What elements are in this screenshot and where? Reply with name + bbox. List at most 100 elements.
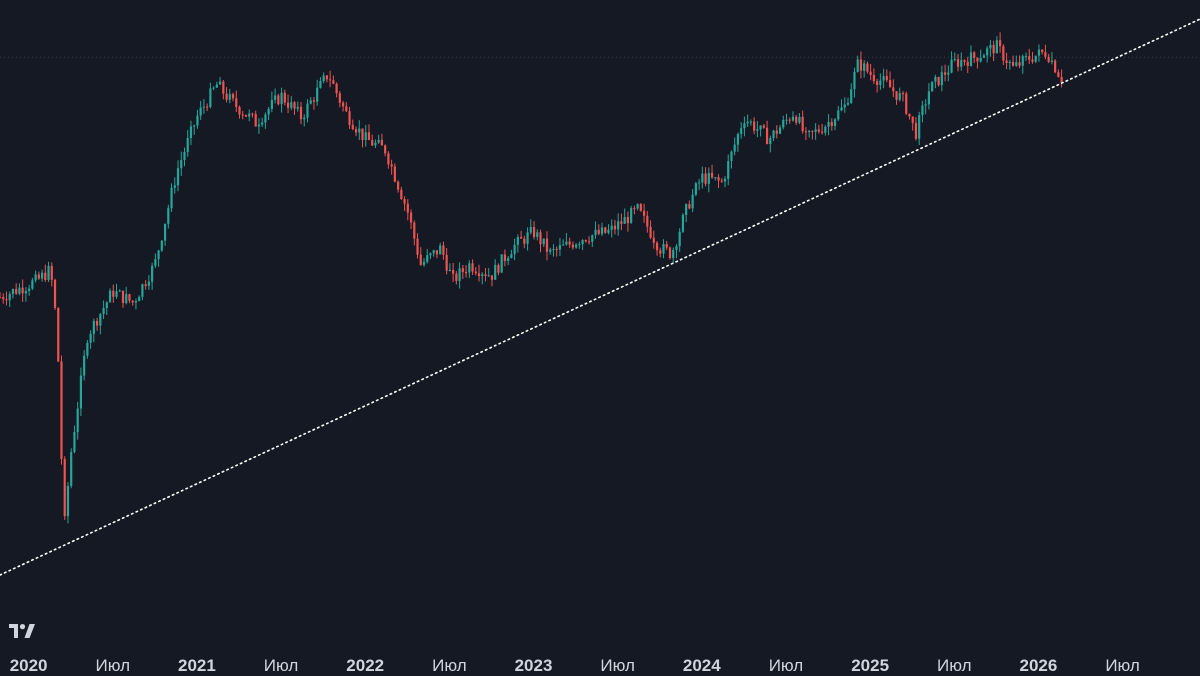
candle-5 [15,283,18,296]
candle-body [406,203,409,213]
candle-238 [769,135,772,153]
candle-body [846,102,850,105]
candle-body [251,113,254,115]
candle-271 [876,78,879,93]
candle-body [652,237,655,243]
candle-body [578,244,581,246]
candle-body [503,254,507,261]
candle-267 [863,60,866,78]
tradingview-logo[interactable] [9,624,35,638]
candle-235 [759,125,762,137]
chart-plot-area[interactable] [0,0,1200,650]
candle-body [128,294,131,301]
candle-body [1028,56,1031,60]
candle-291 [940,65,943,92]
candle-126 [406,199,409,221]
time-axis-tick-label: 2025 [851,656,890,675]
candle-body [888,80,892,88]
candle-68 [218,77,222,85]
candle-body [943,72,947,75]
candle-body [0,297,2,299]
candle-67 [215,81,218,88]
candle-36 [115,283,118,299]
candle-body [1024,56,1028,58]
candle-148 [477,264,481,282]
candle-body [672,249,675,259]
candle-body [753,121,756,131]
candle-body [986,48,989,56]
candle-101 [325,74,328,83]
candle-97 [312,97,316,110]
candle-93 [299,102,303,125]
candle-body [617,221,620,230]
candle-12 [37,271,40,280]
candle-181 [584,239,587,243]
candle-122 [393,163,396,183]
candle-body [147,281,150,286]
candle-309 [999,32,1002,53]
candle-66 [212,86,215,91]
candle-108 [348,106,351,129]
candle-body [694,183,697,195]
candle-body [937,76,940,86]
candle-25 [79,367,83,417]
candle-19 [60,355,63,465]
candle-81 [261,117,264,128]
candle-127 [409,209,413,230]
candle-body [698,182,701,184]
candle-body [138,296,141,302]
candle-288 [931,81,934,92]
candle-body [542,238,545,245]
candle-body [827,121,830,127]
candle-129 [416,233,419,259]
candle-239 [772,129,775,141]
candle-256 [827,114,830,136]
candle-body [607,229,610,233]
candle-210 [678,228,681,252]
time-axis-tick-label: Июл [432,656,467,675]
candle-297 [960,52,963,71]
time-axis[interactable]: 2020 Июл 2021 Июл 2022 Июл 2023 Июл 2024 Июл 2025 И… [0,650,1200,675]
candle-15 [47,261,50,283]
candle-body [57,307,60,362]
candle-237 [765,120,769,145]
candle-body [319,81,322,88]
candle-306 [989,40,992,57]
candle-230 [743,116,746,137]
candle-268 [866,61,869,74]
candle-124 [400,186,403,200]
candle-body [866,63,869,72]
candle-157 [507,255,510,266]
candle-141 [455,271,458,285]
candle-body [1034,55,1037,62]
candle-body [231,94,235,99]
candle-body [280,92,283,105]
candle-13 [40,269,44,282]
candle-body [510,254,513,259]
candle-61 [196,109,199,129]
candle-222 [717,174,720,189]
candle-281 [908,113,911,120]
candle-240 [775,125,778,139]
candle-112 [361,128,364,148]
candle-body [704,173,707,184]
candle-body [86,342,89,356]
candle-body [1037,49,1041,56]
candle-174 [562,239,565,246]
candle-270 [872,68,875,85]
candle-body [691,194,694,209]
candle-73 [235,90,238,112]
candle-91 [293,101,296,115]
candle-body [15,289,18,294]
candle-body [516,236,519,245]
support-trendline[interactable] [0,18,1200,576]
candle-body [876,81,879,85]
candle-132 [426,249,429,264]
candle-302 [976,57,979,69]
candle-body [649,226,652,238]
candle-119 [384,144,387,157]
candle-body [740,128,743,135]
candle-body [144,284,147,286]
candle-body [335,83,338,94]
candle-body [736,134,740,145]
